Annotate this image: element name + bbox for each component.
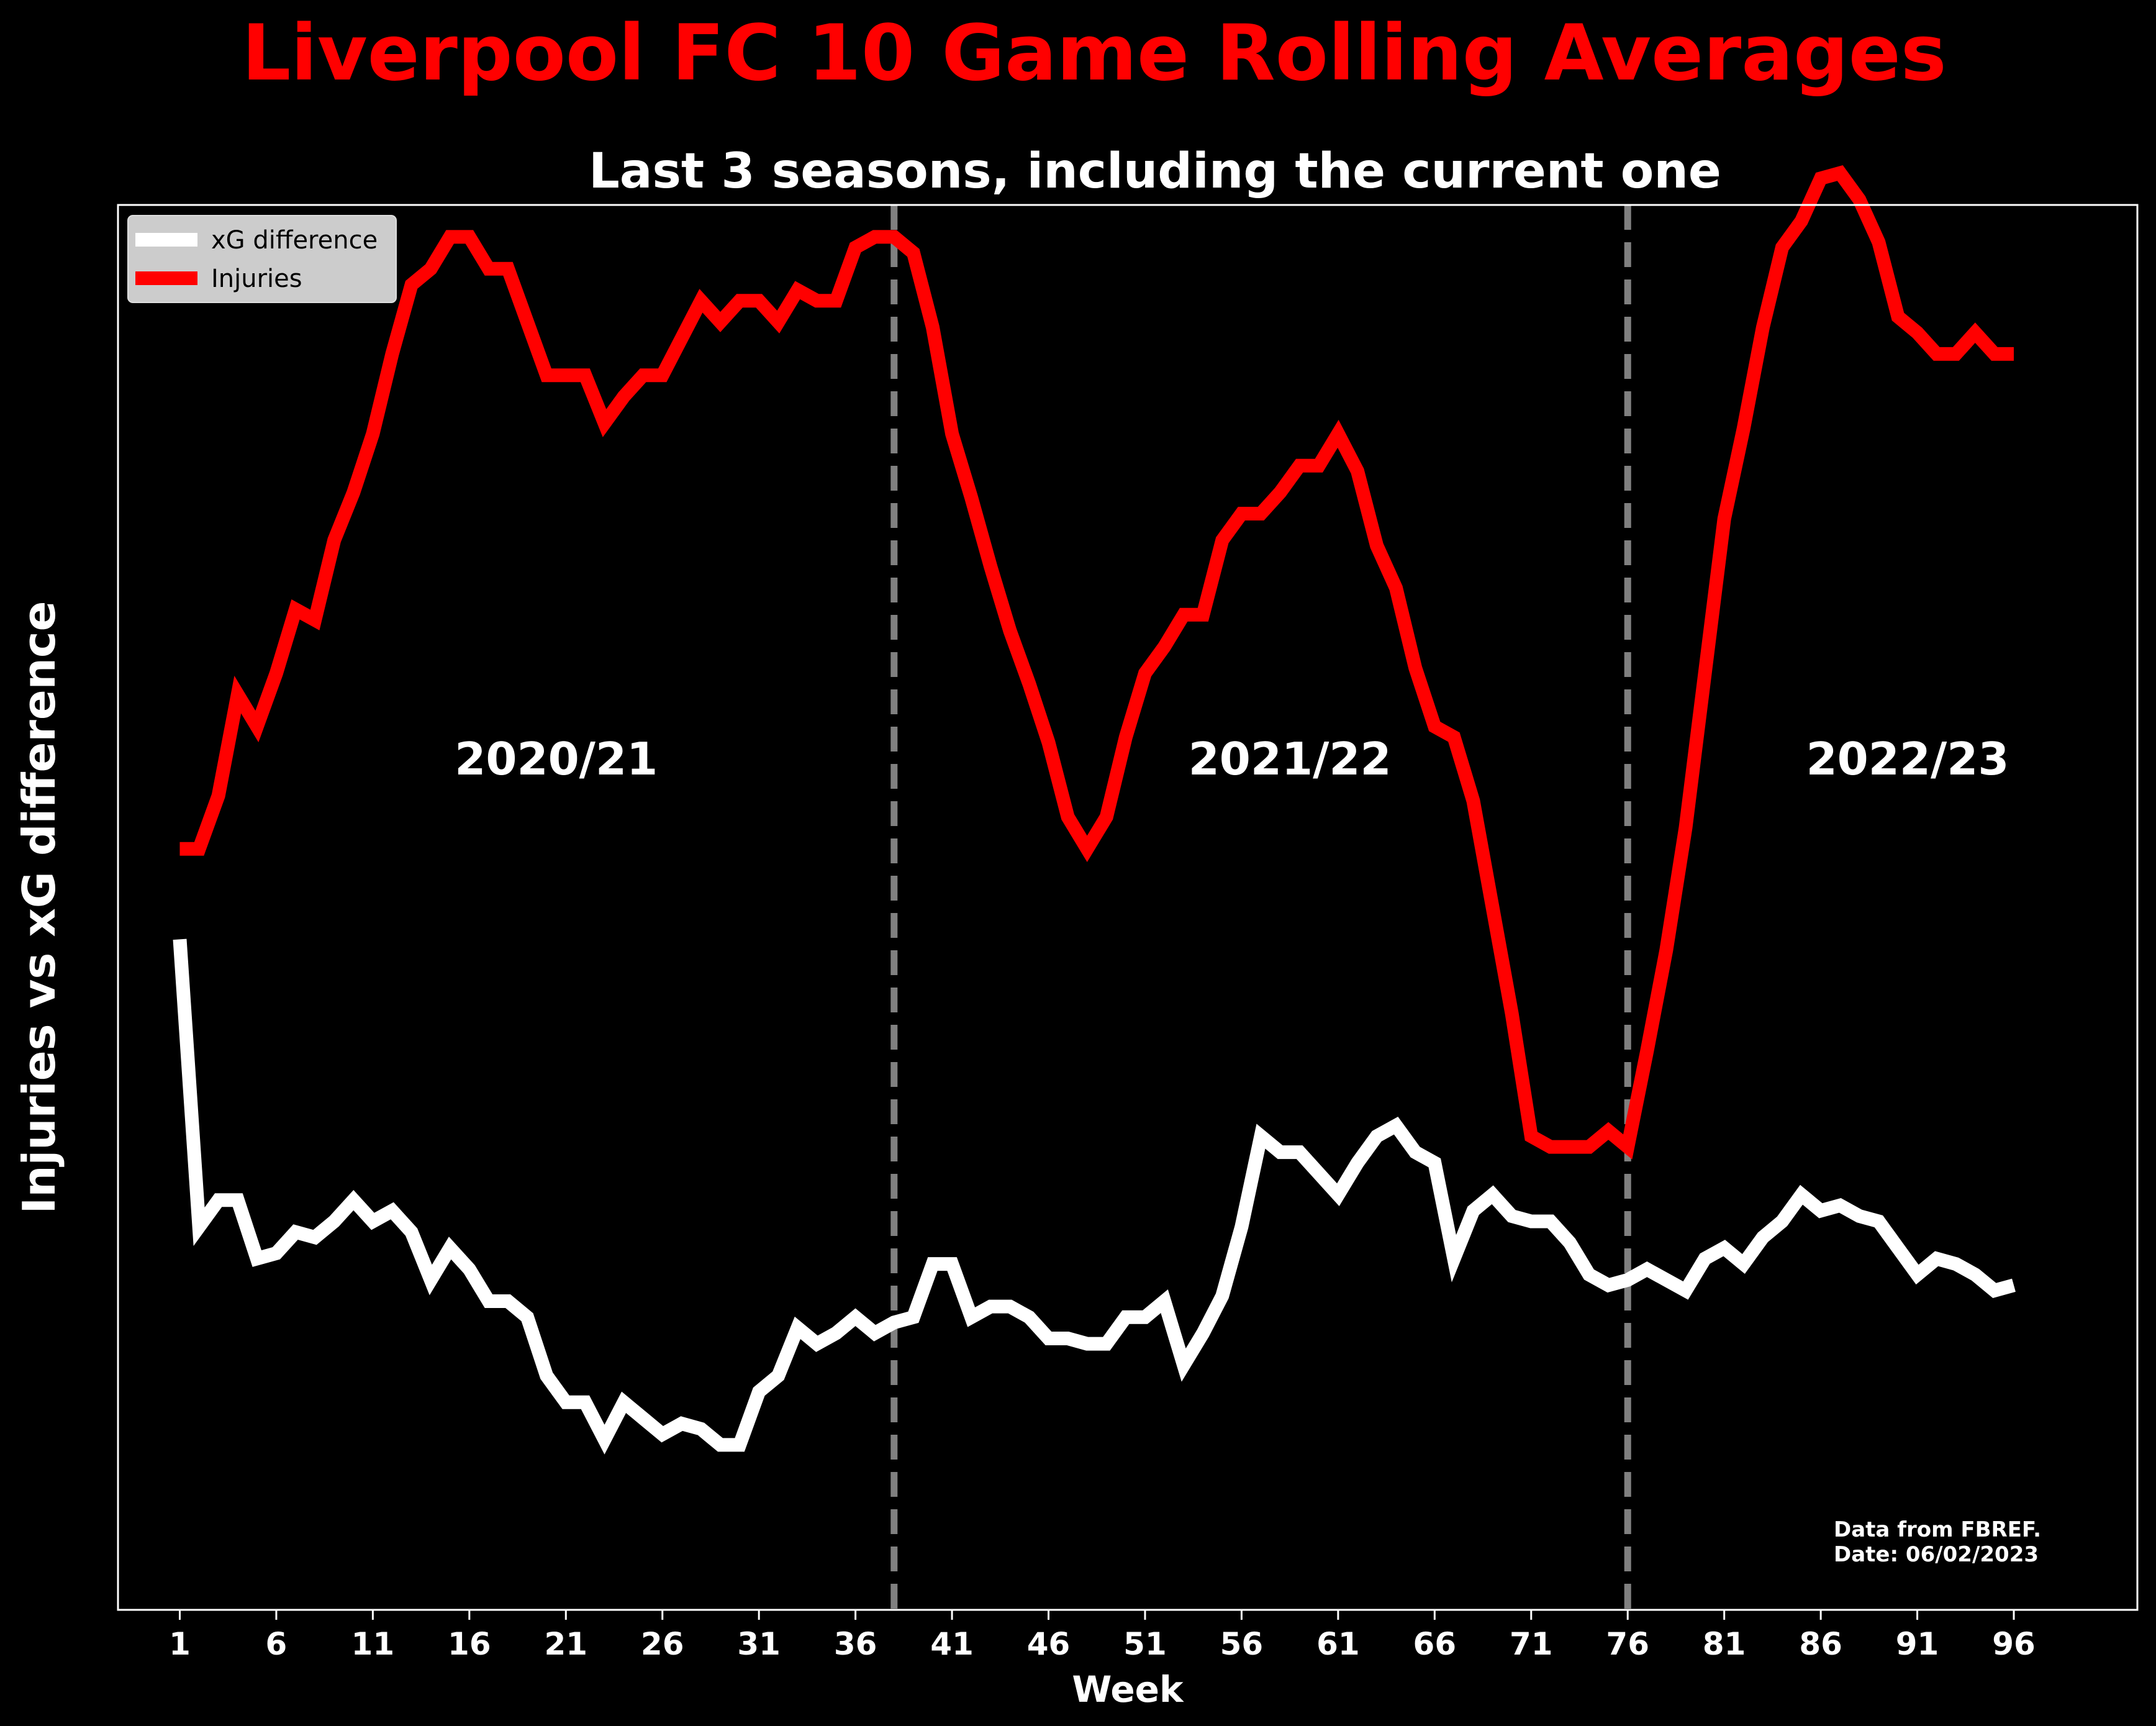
series-line-xg-difference: [173, 938, 2016, 1455]
x-tick-label-13: 66: [1413, 1626, 1457, 1662]
season-dividers: [890, 205, 1631, 1610]
x-tick-label-16: 81: [1703, 1626, 1746, 1662]
x-tick-label-19: 96: [1992, 1626, 2036, 1662]
x-tick-label-4: 21: [544, 1626, 587, 1662]
x-tick-label-2: 11: [351, 1626, 395, 1662]
plot-frame: [117, 204, 2139, 1611]
source-line-1: Data from FBREF.: [1834, 1517, 2041, 1542]
x-tick-label-5: 26: [641, 1626, 684, 1662]
x-axis-ticks: 1 6 11 16 21 26 31 36 41 46 51 56 61 66 71 76 81 86 91 96: [169, 1610, 2036, 1662]
x-tick-label-11: 56: [1220, 1626, 1264, 1662]
x-tick-label-0: 1: [169, 1626, 191, 1662]
legend: xG difference Injuries: [127, 215, 397, 303]
legend-label-xg-difference: xG difference: [211, 226, 378, 255]
season-label-0: 2020/21: [455, 733, 658, 785]
x-tick-label-8: 41: [930, 1626, 974, 1662]
x-tick-label-9: 46: [1027, 1626, 1071, 1662]
season-label-1: 2021/22: [1189, 733, 1392, 785]
source-line-2: Date: 06/02/2023: [1834, 1542, 2039, 1567]
x-tick-label-15: 76: [1606, 1626, 1649, 1662]
x-tick-label-7: 36: [834, 1626, 877, 1662]
series-layer: [173, 165, 2016, 1455]
x-axis-label: Week: [1072, 1668, 1184, 1710]
x-tick-label-18: 91: [1896, 1626, 1939, 1662]
legend-label-injuries: Injuries: [211, 265, 302, 293]
chart-subtitle: Last 3 seasons, including the current on…: [589, 143, 1721, 199]
x-tick-label-12: 61: [1316, 1626, 1360, 1662]
chart-title: Liverpool FC 10 Game Rolling Averages: [242, 9, 1946, 98]
x-tick-label-14: 71: [1510, 1626, 1553, 1662]
series-line-injuries: [179, 165, 2014, 1160]
x-tick-label-17: 86: [1799, 1626, 1842, 1662]
y-axis-label: Injuries vs xG difference: [13, 601, 65, 1214]
x-tick-label-10: 51: [1123, 1626, 1167, 1662]
season-label-2: 2022/23: [1806, 733, 2009, 785]
x-tick-label-3: 16: [448, 1626, 491, 1662]
x-tick-label-1: 6: [266, 1626, 288, 1662]
source-annotation: Data from FBREF. Date: 06/02/2023: [1834, 1517, 2041, 1567]
season-labels: 2020/21 2021/22 2022/23: [455, 733, 2009, 785]
x-tick-label-6: 31: [737, 1626, 781, 1662]
